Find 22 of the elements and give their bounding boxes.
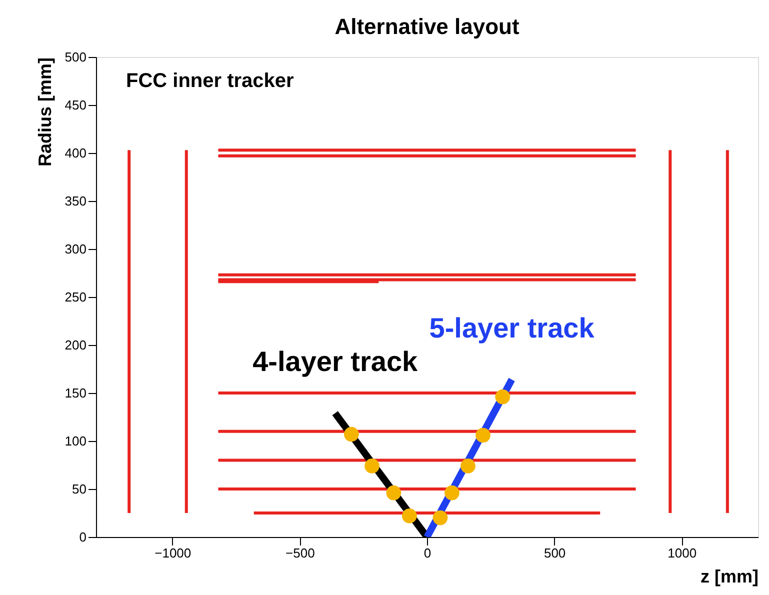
annotation: FCC inner tracker [126,70,294,92]
series-label: 4-layer track [252,346,418,378]
y-tick-label: 200 [64,338,86,352]
x-axis-title: z [mm] [700,566,758,586]
x-tick-label: 500 [544,546,566,560]
y-tick-label: 100 [64,434,86,448]
y-tick-label: 450 [64,98,86,112]
y-tick-label: 150 [64,386,86,400]
x-tick-label: 0 [424,546,432,560]
y-tick-label: 350 [64,194,86,208]
y-axis-title: Radius [mm] [34,58,55,167]
x-tick-label: −1000 [154,546,192,560]
y-tick-label: 50 [72,482,86,496]
y-tick-label: 500 [64,50,86,64]
x-tick-label: −500 [286,546,315,560]
chart-title: Alternative layout [334,14,520,39]
x-tick-label: 1000 [668,546,697,560]
series-label: 5-layer track [429,312,595,344]
y-tick-label: 400 [64,146,86,160]
y-tick-label: 250 [64,290,86,304]
y-tick-label: 300 [64,242,86,256]
y-tick-label: 0 [79,530,86,544]
